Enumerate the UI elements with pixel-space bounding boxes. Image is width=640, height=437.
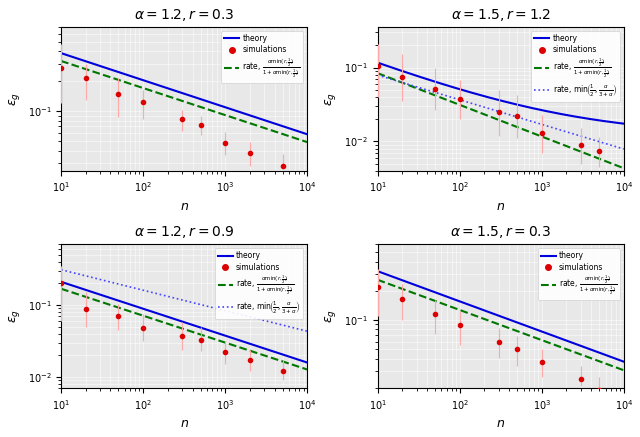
X-axis label: $n$: $n$ — [180, 200, 189, 213]
Legend: theory, simulations, rate, $\frac{\alpha\min(r,\frac{1}{2})}{1+\alpha\min(r,\fra: theory, simulations, rate, $\frac{\alpha… — [221, 31, 303, 83]
Y-axis label: $\varepsilon_g$: $\varepsilon_g$ — [7, 92, 22, 106]
Legend: theory, simulations, rate, $\frac{\alpha\min(r,\frac{1}{2})}{1+\alpha\min(r,\fra: theory, simulations, rate, $\frac{\alpha… — [538, 248, 620, 300]
Y-axis label: $\varepsilon_g$: $\varepsilon_g$ — [323, 309, 339, 323]
Title: $\alpha=1.5, r=0.3$: $\alpha=1.5, r=0.3$ — [450, 224, 551, 240]
Title: $\alpha=1.2, r=0.3$: $\alpha=1.2, r=0.3$ — [134, 7, 234, 23]
Y-axis label: $\varepsilon_g$: $\varepsilon_g$ — [323, 92, 339, 106]
Y-axis label: $\varepsilon_g$: $\varepsilon_g$ — [7, 309, 22, 323]
X-axis label: $n$: $n$ — [496, 200, 505, 213]
X-axis label: $n$: $n$ — [180, 417, 189, 430]
Legend: theory, simulations, rate, $\frac{\alpha\min(r,\frac{1}{2})}{1+\alpha\min(r,\fra: theory, simulations, rate, $\frac{\alpha… — [531, 31, 620, 102]
Title: $\alpha=1.5, r=1.2$: $\alpha=1.5, r=1.2$ — [451, 7, 550, 23]
Title: $\alpha=1.2, r=0.9$: $\alpha=1.2, r=0.9$ — [134, 224, 234, 240]
Legend: theory, simulations, rate, $\frac{\alpha\min(r,\frac{1}{2})}{1+\alpha\min(r,\fra: theory, simulations, rate, $\frac{\alpha… — [214, 248, 303, 319]
X-axis label: $n$: $n$ — [496, 417, 505, 430]
